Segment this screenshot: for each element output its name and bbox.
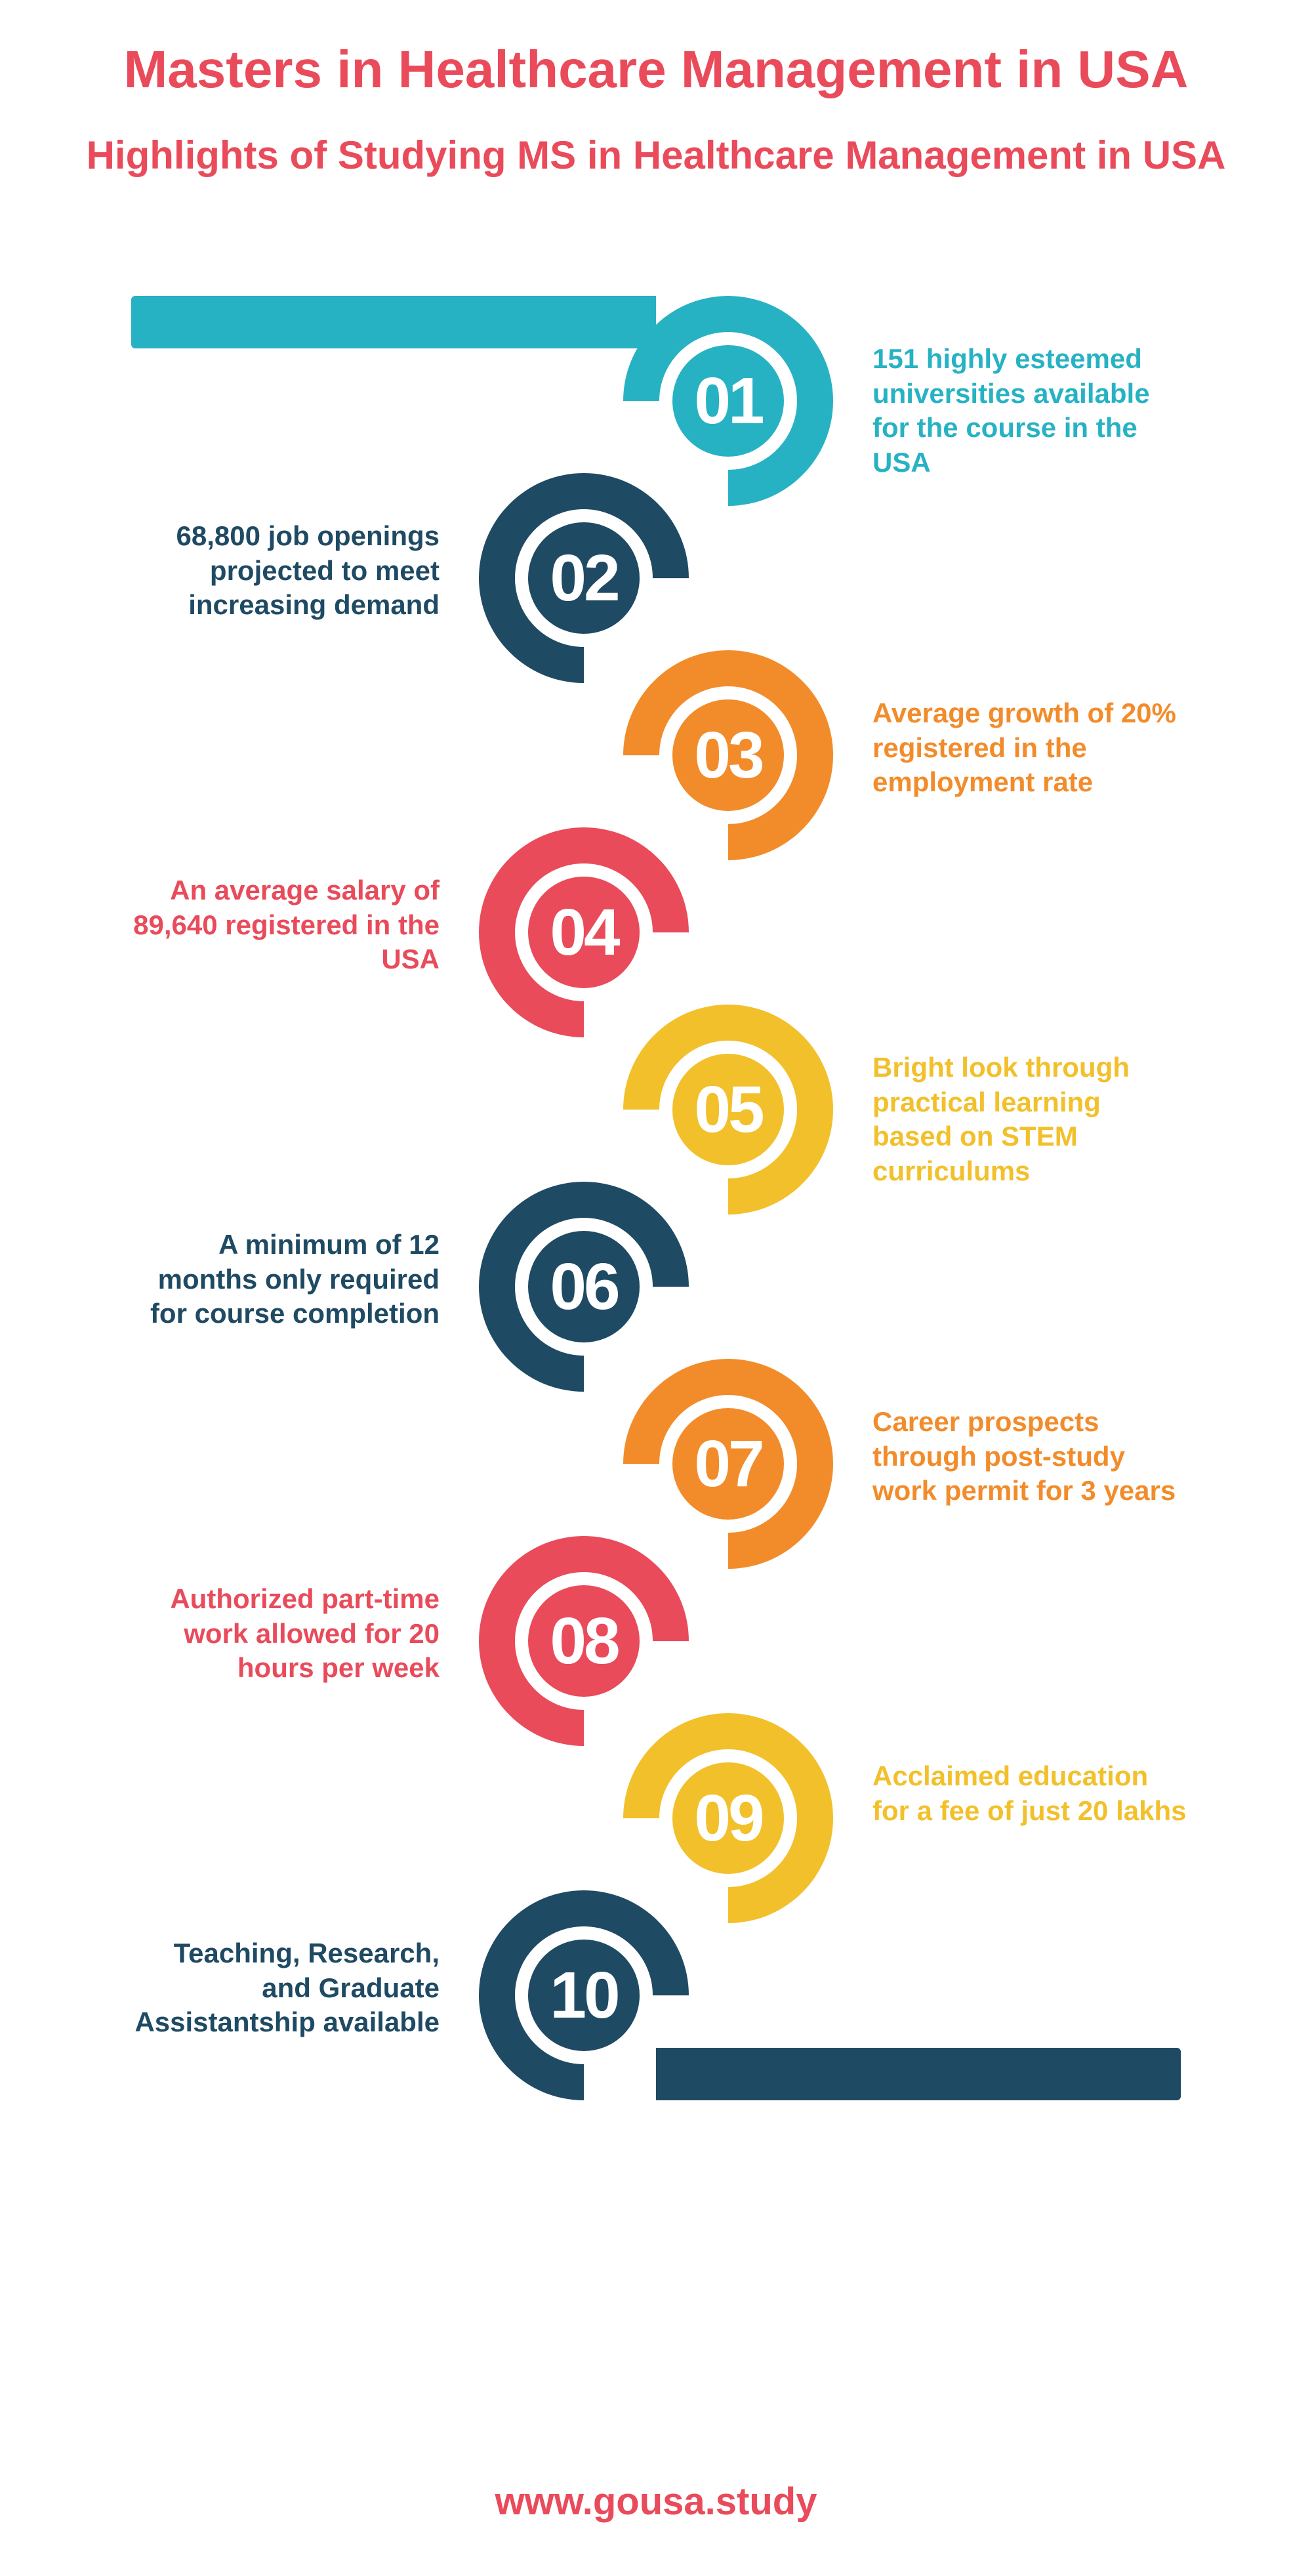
page-subtitle: Highlights of Studying MS in Healthcare … xyxy=(0,133,1312,178)
step-number: 07 xyxy=(694,1426,762,1502)
step-label-05: Bright look through practical learning b… xyxy=(872,1050,1187,1188)
step-disc-03: 03 xyxy=(659,686,797,824)
serpentine-diagram: 01 151 highly esteemed universities avail… xyxy=(0,296,1312,2396)
step-number: 03 xyxy=(694,718,762,793)
step-disc-09: 09 xyxy=(659,1749,797,1887)
step-label-09: Acclaimed education for a fee of just 20… xyxy=(872,1759,1187,1828)
step-number: 04 xyxy=(550,895,617,970)
step-label-03: Average growth of 20% registered in the … xyxy=(872,696,1187,800)
step-number: 06 xyxy=(550,1249,617,1325)
step-number: 10 xyxy=(550,1958,617,2033)
step-number: 09 xyxy=(694,1781,762,1856)
footer-url: www.gousa.study xyxy=(0,2480,1312,2524)
step-label-06: A minimum of 12 months only required for… xyxy=(125,1228,440,1331)
step-disc-04: 04 xyxy=(515,863,653,1001)
step-disc-05: 05 xyxy=(659,1041,797,1178)
step-disc-07: 07 xyxy=(659,1395,797,1533)
step-disc-08: 08 xyxy=(515,1572,653,1710)
step-label-08: Authorized part-time work allowed for 20… xyxy=(125,1582,440,1686)
step-label-07: Career prospects through post-study work… xyxy=(872,1405,1187,1508)
step-label-02: 68,800 job openings projected to meet in… xyxy=(125,519,440,623)
page-title: Masters in Healthcare Management in USA xyxy=(0,0,1312,100)
step-disc-01: 01 xyxy=(659,332,797,470)
top-entry-bar xyxy=(131,296,656,348)
step-number: 05 xyxy=(694,1072,762,1148)
step-disc-06: 06 xyxy=(515,1218,653,1356)
bottom-exit-bar xyxy=(656,2048,1181,2100)
step-label-10: Teaching, Research, and Graduate Assista… xyxy=(125,1936,440,2040)
step-number: 08 xyxy=(550,1604,617,1679)
step-label-01: 151 highly esteemed universities availab… xyxy=(872,342,1187,480)
step-disc-02: 02 xyxy=(515,509,653,647)
step-number: 01 xyxy=(694,364,762,439)
step-disc-10: 10 xyxy=(515,1926,653,2064)
step-number: 02 xyxy=(550,541,617,616)
step-label-04: An average salary of 89,640 registered i… xyxy=(125,873,440,977)
